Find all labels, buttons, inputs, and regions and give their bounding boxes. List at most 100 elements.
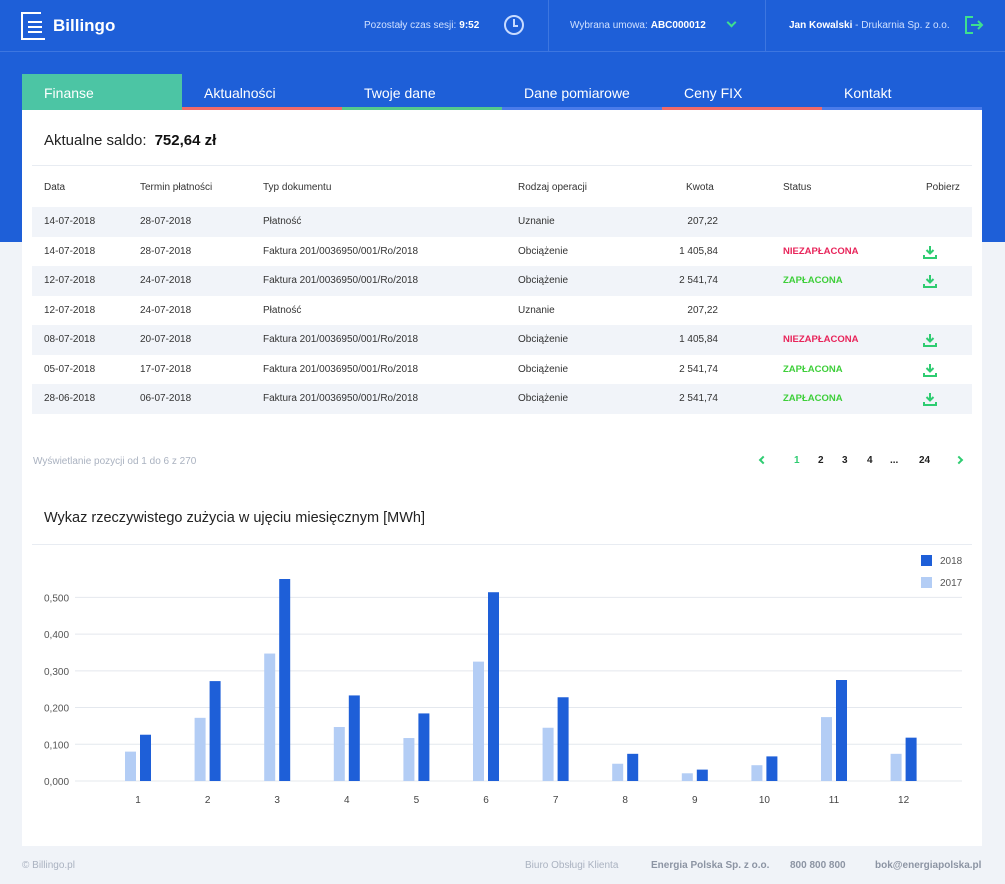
header-divider xyxy=(765,0,766,52)
column-header-date[interactable]: Data xyxy=(44,182,66,193)
download-icon[interactable] xyxy=(923,333,937,347)
bar-2017-8 xyxy=(612,763,624,781)
page-link[interactable]: 1 xyxy=(794,455,800,466)
y-tick-label: 0,200 xyxy=(44,704,69,715)
table-header: Data Termin płatności Typ dokumentu Rodz… xyxy=(32,182,972,202)
table-row: 28-06-2018 06-07-2018 Faktura 201/0036950/… xyxy=(32,384,972,414)
cell-amount: 207,22 xyxy=(687,216,718,227)
table-row: 12-07-2018 24-07-2018 Faktura 201/0036950/… xyxy=(32,266,972,296)
y-tick-label: 0,100 xyxy=(44,740,69,751)
cell-doc-type: Faktura 201/0036950/001/Ro/2018 xyxy=(263,275,419,286)
y-tick-label: 0,000 xyxy=(44,777,69,788)
logo-icon xyxy=(21,12,45,40)
footer-email[interactable]: bok@energiapolska.pl xyxy=(875,860,981,871)
tab-underline xyxy=(502,107,662,110)
cell-date: 28-06-2018 xyxy=(44,393,96,404)
footer-phone-number: 800 800 800 xyxy=(790,860,846,871)
table-row: 12-07-2018 24-07-2018 Płatność Uznanie 207,2… xyxy=(32,296,972,326)
tab-aktualnosci[interactable]: Aktualności xyxy=(182,74,342,110)
download-icon[interactable] xyxy=(923,392,937,406)
x-tick-label: 9 xyxy=(692,795,698,806)
cell-doc-type: Faktura 201/0036950/001/Ro/2018 xyxy=(263,363,419,375)
column-header-operation[interactable]: Rodzaj operacji xyxy=(518,182,587,193)
tab-label: Finanse xyxy=(44,85,94,101)
logout-icon[interactable] xyxy=(965,16,984,34)
bar-2017-6 xyxy=(473,661,484,781)
app-logo[interactable]: Billingo xyxy=(21,12,115,40)
cell-due-date: 24-07-2018 xyxy=(140,304,192,316)
cell-status: NIEZAPŁACONA xyxy=(783,245,859,257)
bar-2018-6 xyxy=(488,592,499,781)
cell-status: ZAPŁACONA xyxy=(783,275,843,286)
bar-2017-12 xyxy=(890,753,902,781)
balance-label: Aktualne saldo: xyxy=(44,132,147,149)
user-name: Jan Kowalski xyxy=(789,20,853,31)
tab-underline xyxy=(822,107,982,110)
cell-amount: 1 405,84 xyxy=(679,334,718,345)
cell-operation: Obciążenie xyxy=(518,363,569,375)
divider xyxy=(32,165,972,166)
cell-amount: 2 541,74 xyxy=(679,363,718,375)
column-header-due[interactable]: Termin płatności xyxy=(140,182,213,193)
bar-2018-9 xyxy=(696,769,708,781)
table-row: 14-07-2018 28-07-2018 Płatność Uznanie 207,2… xyxy=(32,207,972,237)
tab-ceny-fix[interactable]: Ceny FIX xyxy=(662,74,822,110)
column-header-amount[interactable]: Kwota xyxy=(686,182,714,193)
legend-swatch-2017 xyxy=(921,577,932,588)
x-tick-label: 4 xyxy=(344,795,350,806)
column-header-status[interactable]: Status xyxy=(783,182,812,193)
tab-underline xyxy=(182,107,342,110)
cell-amount: 2 541,74 xyxy=(679,393,718,404)
footer-company: Energia Polska Sp. z o.o. xyxy=(651,860,769,871)
download-icon[interactable] xyxy=(923,274,937,288)
cell-date: 14-07-2018 xyxy=(44,216,96,227)
cell-operation: Obciążenie xyxy=(518,334,569,345)
page-link[interactable]: 2 xyxy=(818,455,824,466)
cell-amount: 207,22 xyxy=(687,304,718,316)
tab-label: Dane pomiarowe xyxy=(524,85,630,101)
page-link[interactable]: 3 xyxy=(842,455,848,466)
app-name: Billingo xyxy=(53,16,116,35)
pagination-info: Wyświetlanie pozycji od 1 do 6 z 270 xyxy=(33,456,197,467)
cell-date: 14-07-2018 xyxy=(44,245,96,257)
tab-kontakt[interactable]: Kontakt xyxy=(822,74,982,110)
tab-dane-pomiarowe[interactable]: Dane pomiarowe xyxy=(502,74,662,110)
contract-selector[interactable]: Wybrana umowa: ABC000012 xyxy=(570,20,706,31)
user-info: Jan Kowalski - Drukarnia Sp. z o.o. xyxy=(789,20,950,31)
tab-finanse[interactable]: Finanse xyxy=(22,74,182,110)
cell-due-date: 06-07-2018 xyxy=(140,393,192,404)
divider xyxy=(32,544,972,545)
y-tick-label: 0,400 xyxy=(44,630,69,641)
bar-2017-10 xyxy=(751,765,763,781)
session-label: Pozostały czas sesji: xyxy=(364,20,457,31)
x-tick-label: 1 xyxy=(135,795,141,806)
balance-value: 752,64 zł xyxy=(154,132,217,149)
download-icon[interactable] xyxy=(923,245,937,259)
clock-icon xyxy=(504,15,524,35)
cell-date: 12-07-2018 xyxy=(44,304,96,316)
footer-phone[interactable]: 800 800 800 xyxy=(790,860,846,871)
session-timer: Pozostały czas sesji: 9:52 xyxy=(364,20,479,31)
column-header-doc-type[interactable]: Typ dokumentu xyxy=(263,182,332,193)
page-link[interactable]: 4 xyxy=(867,455,873,466)
tab-underline xyxy=(342,107,502,110)
footer-copyright: © Billingo.pl xyxy=(22,860,75,871)
page-link[interactable]: 24 xyxy=(919,455,931,466)
cell-operation: Obciążenie xyxy=(518,245,569,257)
cell-due-date: 24-07-2018 xyxy=(140,275,192,286)
cell-date: 08-07-2018 xyxy=(44,334,96,345)
bar-2017-9 xyxy=(681,773,693,781)
bar-2017-1 xyxy=(125,751,136,781)
x-tick-label: 3 xyxy=(274,795,280,806)
column-header-download: Pobierz xyxy=(926,182,960,193)
tab-label: Aktualności xyxy=(204,85,276,101)
bar-2018-2 xyxy=(209,681,221,781)
x-tick-label: 12 xyxy=(898,795,910,806)
download-icon[interactable] xyxy=(923,363,937,377)
cell-due-date: 20-07-2018 xyxy=(140,334,192,345)
tab-twoje-dane[interactable]: Twoje dane xyxy=(342,74,502,110)
cell-doc-type: Faktura 201/0036950/001/Ro/2018 xyxy=(263,245,419,257)
bar-2017-11 xyxy=(821,717,832,781)
contract-value: ABC000012 xyxy=(650,20,706,31)
